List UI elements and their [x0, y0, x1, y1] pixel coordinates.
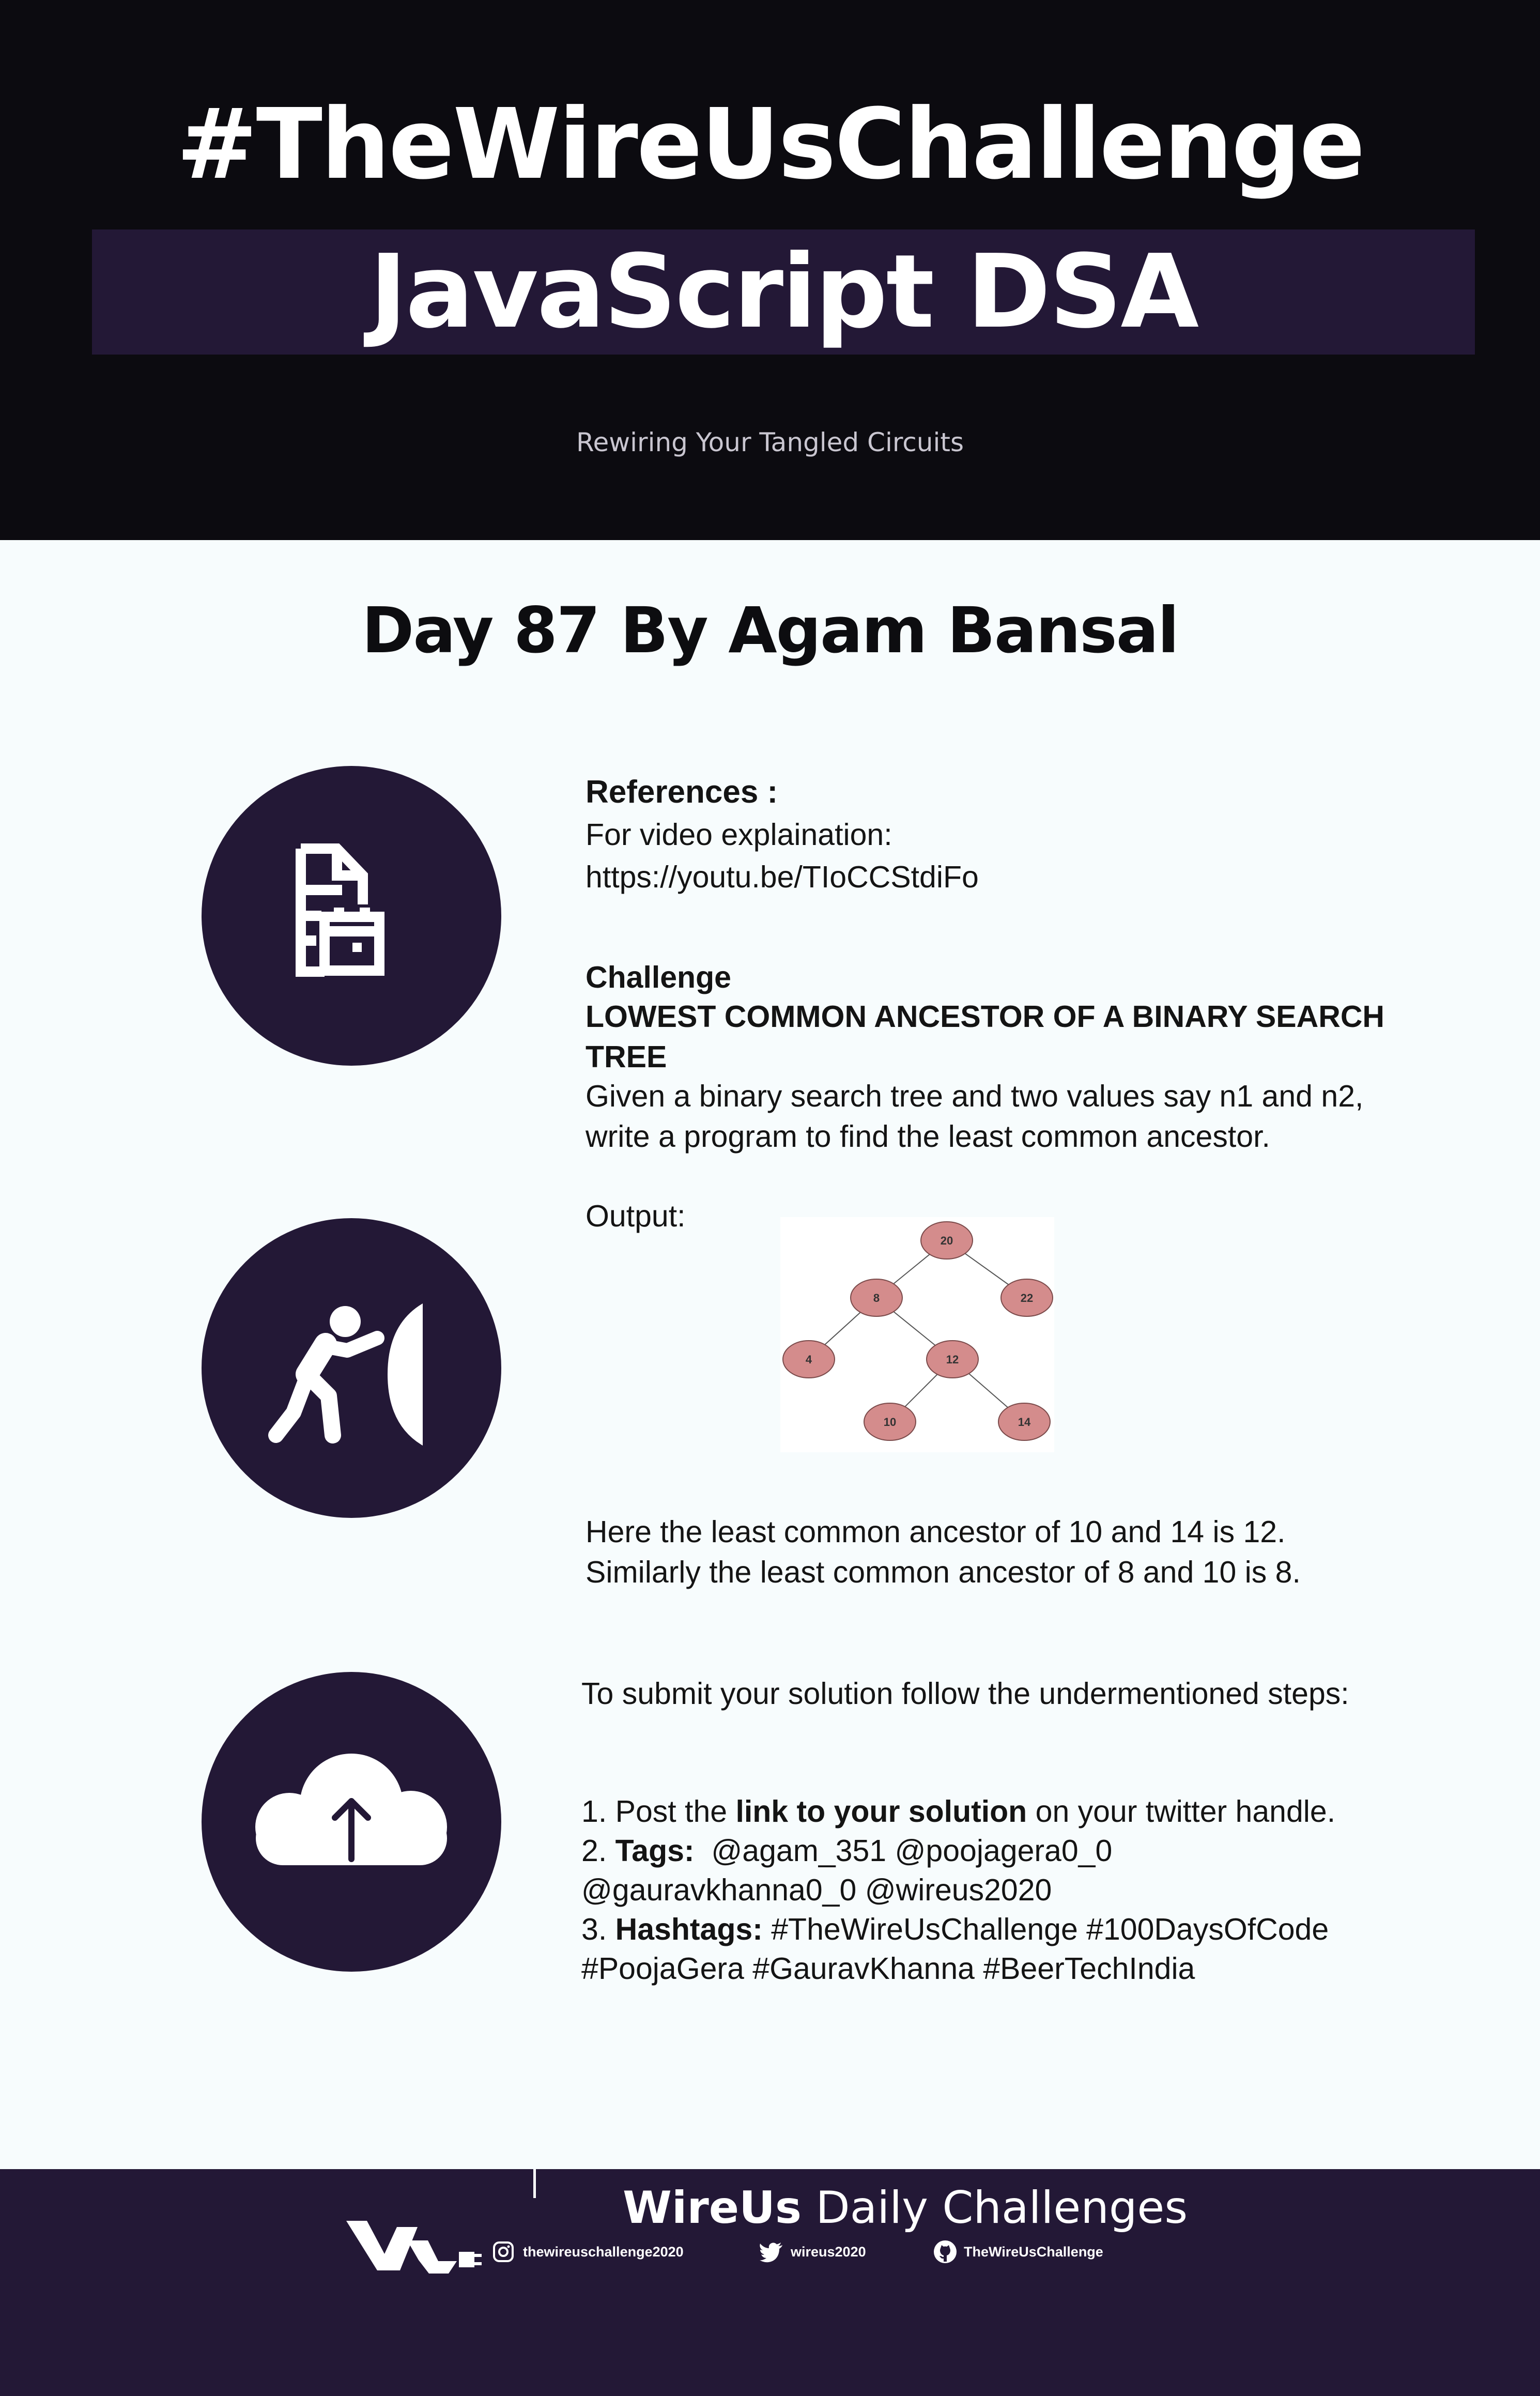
tree-node-12: 12	[926, 1340, 979, 1378]
submit-icon-circle	[202, 1672, 501, 1972]
video-link[interactable]: https://youtu.be/TIoCCStdiFo	[586, 860, 979, 894]
binary-search-tree-diagram: 20 8 22 4 12 10 14	[780, 1217, 1054, 1452]
challenge-icon-circle	[202, 1218, 501, 1518]
tree-node-8: 8	[850, 1279, 903, 1317]
twitter-link[interactable]: wireus2020	[760, 2239, 894, 2265]
submission-steps: 1. Post the link to your solution on you…	[581, 1791, 1460, 1988]
references-heading: References :	[586, 774, 778, 810]
tree-node-label: 12	[946, 1353, 959, 1366]
tree-node-4: 4	[782, 1340, 835, 1378]
person-pushing-wall-icon	[268, 1303, 423, 1446]
instagram-link[interactable]: thewireuschallenge2020	[492, 2239, 699, 2265]
step-3: 3. Hashtags: #TheWireUsChallenge #100Day…	[581, 1909, 1460, 1948]
tree-node-22: 22	[1000, 1279, 1053, 1317]
explanation: Here the least common ancestor of 10 and…	[586, 1512, 1464, 1592]
explanation-line-2: Similarly the least common ancestor of 8…	[586, 1555, 1301, 1589]
twitter-icon	[760, 2243, 782, 2263]
step-3-prefix: 3.	[581, 1912, 615, 1946]
step-2: 2. Tags: @agam_351 @poojagera0_0	[581, 1831, 1460, 1870]
footer-brand: WireUs	[623, 2182, 802, 2234]
instagram-handle: thewireuschallenge2020	[523, 2244, 684, 2260]
tree-node-label: 14	[1018, 1416, 1031, 1429]
tree-node-label: 20	[941, 1234, 953, 1247]
wireus-logo-icon	[346, 2221, 482, 2274]
step-2-tags: @agam_351 @poojagera0_0	[694, 1834, 1113, 1868]
tree-node-label: 8	[873, 1292, 880, 1304]
tree-node-20: 20	[920, 1221, 973, 1260]
cloud-upload-icon	[255, 1754, 447, 1865]
step-3-continued: #PoojaGera #GauravKhanna #BeerTechIndia	[581, 1952, 1195, 1986]
footer-title: WireUs Daily Challenges	[623, 2179, 1188, 2236]
step-1: 1. Post the link to your solution on you…	[581, 1791, 1460, 1831]
tree-node-label: 4	[806, 1353, 812, 1366]
challenge-description: Given a binary search tree and two value…	[586, 1079, 1364, 1154]
twitter-handle: wireus2020	[791, 2244, 866, 2260]
challenge-heading: Challenge	[586, 960, 731, 994]
hashtag-title: #TheWireUsChallenge	[176, 88, 1365, 201]
day-title: Day 87 By Agam Bansal	[362, 594, 1179, 667]
step-2-prefix: 2.	[581, 1834, 615, 1868]
output-label: Output:	[586, 1199, 686, 1233]
step-1-bold: link to your solution	[735, 1794, 1027, 1829]
tree-node-label: 22	[1021, 1292, 1033, 1304]
github-link[interactable]: TheWireUsChallenge	[933, 2239, 1139, 2265]
submit-intro: To submit your solution follow the under…	[581, 1677, 1349, 1711]
step-2-continued: @gauravkhanna0_0 @wireus2020	[581, 1873, 1052, 1907]
document-calendar-icon	[296, 843, 384, 977]
github-handle: TheWireUsChallenge	[964, 2244, 1103, 2260]
tree-node-label: 10	[884, 1416, 896, 1429]
step-3-hashtags: #TheWireUsChallenge #100DaysOfCode	[762, 1912, 1329, 1946]
tree-node-10: 10	[864, 1403, 916, 1441]
challenge-title: LOWEST COMMON ANCESTOR OF A BINARY SEARC…	[586, 1000, 1385, 1074]
footer-divider	[533, 2169, 536, 2198]
footer: WireUs Daily Challenges	[0, 2169, 1540, 2396]
step-3-bold: Hashtags:	[615, 1912, 763, 1946]
footer-title-suffix: Daily Challenges	[802, 2182, 1188, 2234]
tree-node-14: 14	[998, 1403, 1051, 1441]
instagram-icon	[493, 2241, 514, 2262]
step-1-prefix: 1. Post the	[581, 1794, 736, 1829]
explanation-line-1: Here the least common ancestor of 10 and…	[586, 1515, 1286, 1549]
tagline: Rewiring Your Tangled Circuits	[576, 427, 964, 457]
header-banner: #TheWireUsChallenge JavaScript DSA Rewir…	[0, 0, 1540, 540]
tree-svg: 20 8 22 4 12 10 14	[782, 1221, 1053, 1441]
references-icon-circle	[202, 766, 501, 1066]
video-label: For video explaination:	[586, 818, 892, 852]
subject-title: JavaScript DSA	[369, 233, 1199, 351]
subject-band: JavaScript DSA	[92, 229, 1475, 355]
github-icon	[934, 2240, 957, 2263]
step-1-suffix: on your twitter handle.	[1027, 1794, 1336, 1829]
step-2-bold: Tags:	[615, 1834, 695, 1868]
